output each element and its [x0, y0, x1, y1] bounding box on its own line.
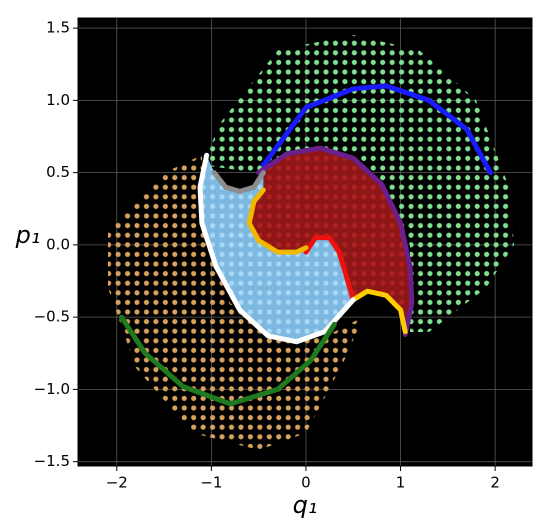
curve	[119, 314, 337, 407]
blue-region	[200, 155, 354, 342]
curve	[211, 170, 266, 194]
x-tick-label: −1	[200, 474, 222, 492]
ticks: −2 −1 0 1 2 −1.5 −1.0 −0.5 0.0 0.5 1.0 1.5	[34, 19, 500, 492]
curve	[246, 187, 309, 255]
red-region	[249, 148, 412, 335]
y-tick-label: 0.5	[46, 163, 70, 181]
x-tick-label: 2	[490, 474, 500, 492]
region-fills	[200, 148, 412, 342]
x-tick-label: −2	[106, 474, 128, 492]
curve	[303, 235, 356, 303]
curve	[197, 152, 356, 345]
y-tick-label: −1.5	[34, 452, 70, 470]
y-tick-label: 1.0	[46, 91, 70, 109]
y-axis-label: p₁	[15, 221, 41, 249]
x-tick-label: 0	[301, 474, 311, 492]
y-tick-label: 1.5	[46, 19, 70, 37]
curves	[119, 83, 493, 407]
y-tick-label: −0.5	[34, 308, 70, 326]
curve	[350, 288, 408, 335]
y-tick-label: −1.0	[34, 380, 70, 398]
curve	[260, 83, 493, 176]
green-dot-field	[202, 35, 514, 332]
x-axis-label: q₁	[293, 491, 318, 519]
x-tick-label: 1	[396, 474, 406, 492]
plot-frame	[77, 17, 533, 467]
curve	[256, 145, 415, 337]
y-tick-label: 0.0	[46, 235, 70, 253]
